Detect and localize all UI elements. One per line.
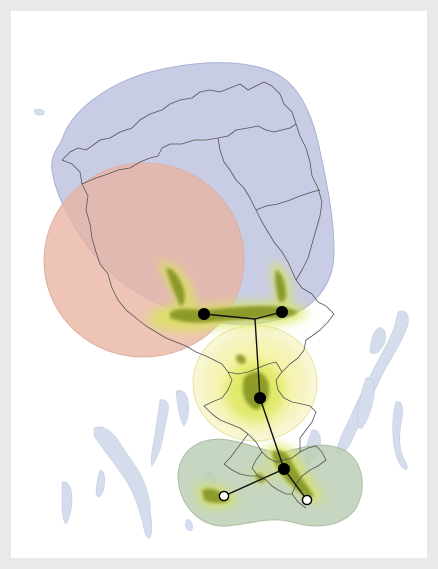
boundary-outer-north — [61, 81, 335, 341]
lake-east-mid — [356, 377, 375, 429]
node-major-central[interactable] — [254, 392, 266, 404]
lake-far-west — [61, 481, 73, 525]
lake-southeast — [392, 401, 408, 471]
regional-map — [33, 62, 409, 539]
node-major-west[interactable] — [198, 308, 210, 320]
lake-small-1 — [33, 108, 45, 116]
boundary-inner-central — [217, 137, 297, 281]
map-canvas — [11, 11, 427, 558]
boundary-south-inner — [251, 451, 263, 477]
node-major-east[interactable] — [276, 306, 288, 318]
node-major-south[interactable] — [278, 463, 290, 475]
link-south-southeast — [283, 468, 308, 501]
link-south-southwest — [223, 468, 285, 497]
boundary-outer-west — [61, 159, 207, 357]
lake-east-upper — [369, 327, 386, 354]
link-central-south — [259, 397, 285, 470]
lake-bottom-left — [95, 469, 106, 498]
lake-central — [175, 390, 190, 427]
network-nodes — [198, 306, 313, 506]
network-links — [203, 311, 308, 501]
boundary-central-east — [275, 339, 317, 452]
lake-west-branch — [150, 399, 169, 467]
link-west-east — [203, 313, 256, 320]
boundary-central-ring — [203, 355, 327, 509]
link-hub-central — [254, 318, 261, 399]
lake-west — [93, 426, 153, 539]
lake-small-2 — [185, 519, 193, 531]
node-minor-southwest[interactable] — [218, 490, 230, 502]
boundary-south-west — [223, 433, 292, 495]
boundary-inner-northwest — [81, 123, 297, 185]
boundary-layer — [61, 81, 335, 509]
node-minor-southeast[interactable] — [301, 494, 313, 506]
boundary-inner-east — [255, 189, 321, 211]
